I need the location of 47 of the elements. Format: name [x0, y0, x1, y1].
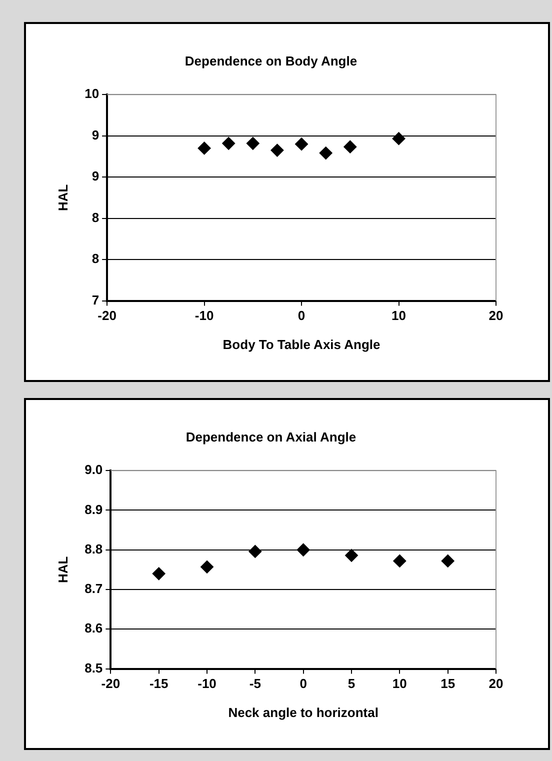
y-tick-label: 8.7 [84, 581, 103, 596]
y-tick-label: 8 [92, 251, 100, 266]
point [345, 548, 358, 562]
point [270, 144, 284, 157]
x-tick-label: 0 [298, 308, 306, 324]
point [246, 136, 260, 150]
x-tick-label: 20 [488, 676, 504, 692]
point [295, 138, 308, 151]
x-axis-title: Neck angle to horizontal [228, 704, 378, 720]
point [392, 132, 406, 146]
chart-title: Dependence on Body Angle [184, 53, 358, 68]
x-tick-label: 5 [348, 676, 356, 692]
x-tick-label: 20 [488, 308, 504, 324]
x-tick-label: 10 [392, 308, 406, 324]
y-axis-title: HAL [55, 184, 70, 212]
point [441, 554, 454, 568]
y-tick-label: 8.5 [84, 660, 103, 676]
x-tick-label: 0 [300, 676, 307, 692]
y-tick-label: 8 [92, 210, 100, 225]
x-tick-label: -10 [198, 676, 216, 692]
point [296, 543, 310, 556]
x-tick-label: 15 [440, 676, 456, 692]
x-tick-label: -10 [194, 308, 214, 324]
y-tick-label: 9 [92, 127, 100, 142]
y-axis-title: HAL [55, 556, 70, 584]
point [200, 560, 214, 574]
x-axis-title: Body To Table Axis Angle [222, 336, 380, 352]
point [319, 146, 332, 160]
y-tick-label: 8.6 [84, 620, 103, 636]
chart-title: Dependence on Axial Angle [186, 429, 356, 444]
x-tick-label: -20 [98, 308, 116, 324]
point [393, 554, 406, 568]
y-tick-label: 8.9 [84, 502, 103, 517]
x-tick-label: 10 [392, 676, 407, 692]
point [152, 567, 166, 580]
x-tick-label: -20 [101, 676, 120, 692]
point [344, 140, 357, 154]
point [222, 136, 236, 150]
point [198, 142, 211, 155]
y-tick-label: 9.0 [84, 462, 103, 478]
y-tick-label: 10 [84, 86, 100, 102]
point [248, 544, 262, 558]
y-tick-label: 7 [92, 292, 100, 308]
x-tick-label: -5 [249, 676, 261, 692]
y-tick-label: 8.8 [84, 541, 103, 556]
x-tick-label: -15 [149, 676, 168, 692]
y-tick-label: 9 [92, 168, 100, 184]
